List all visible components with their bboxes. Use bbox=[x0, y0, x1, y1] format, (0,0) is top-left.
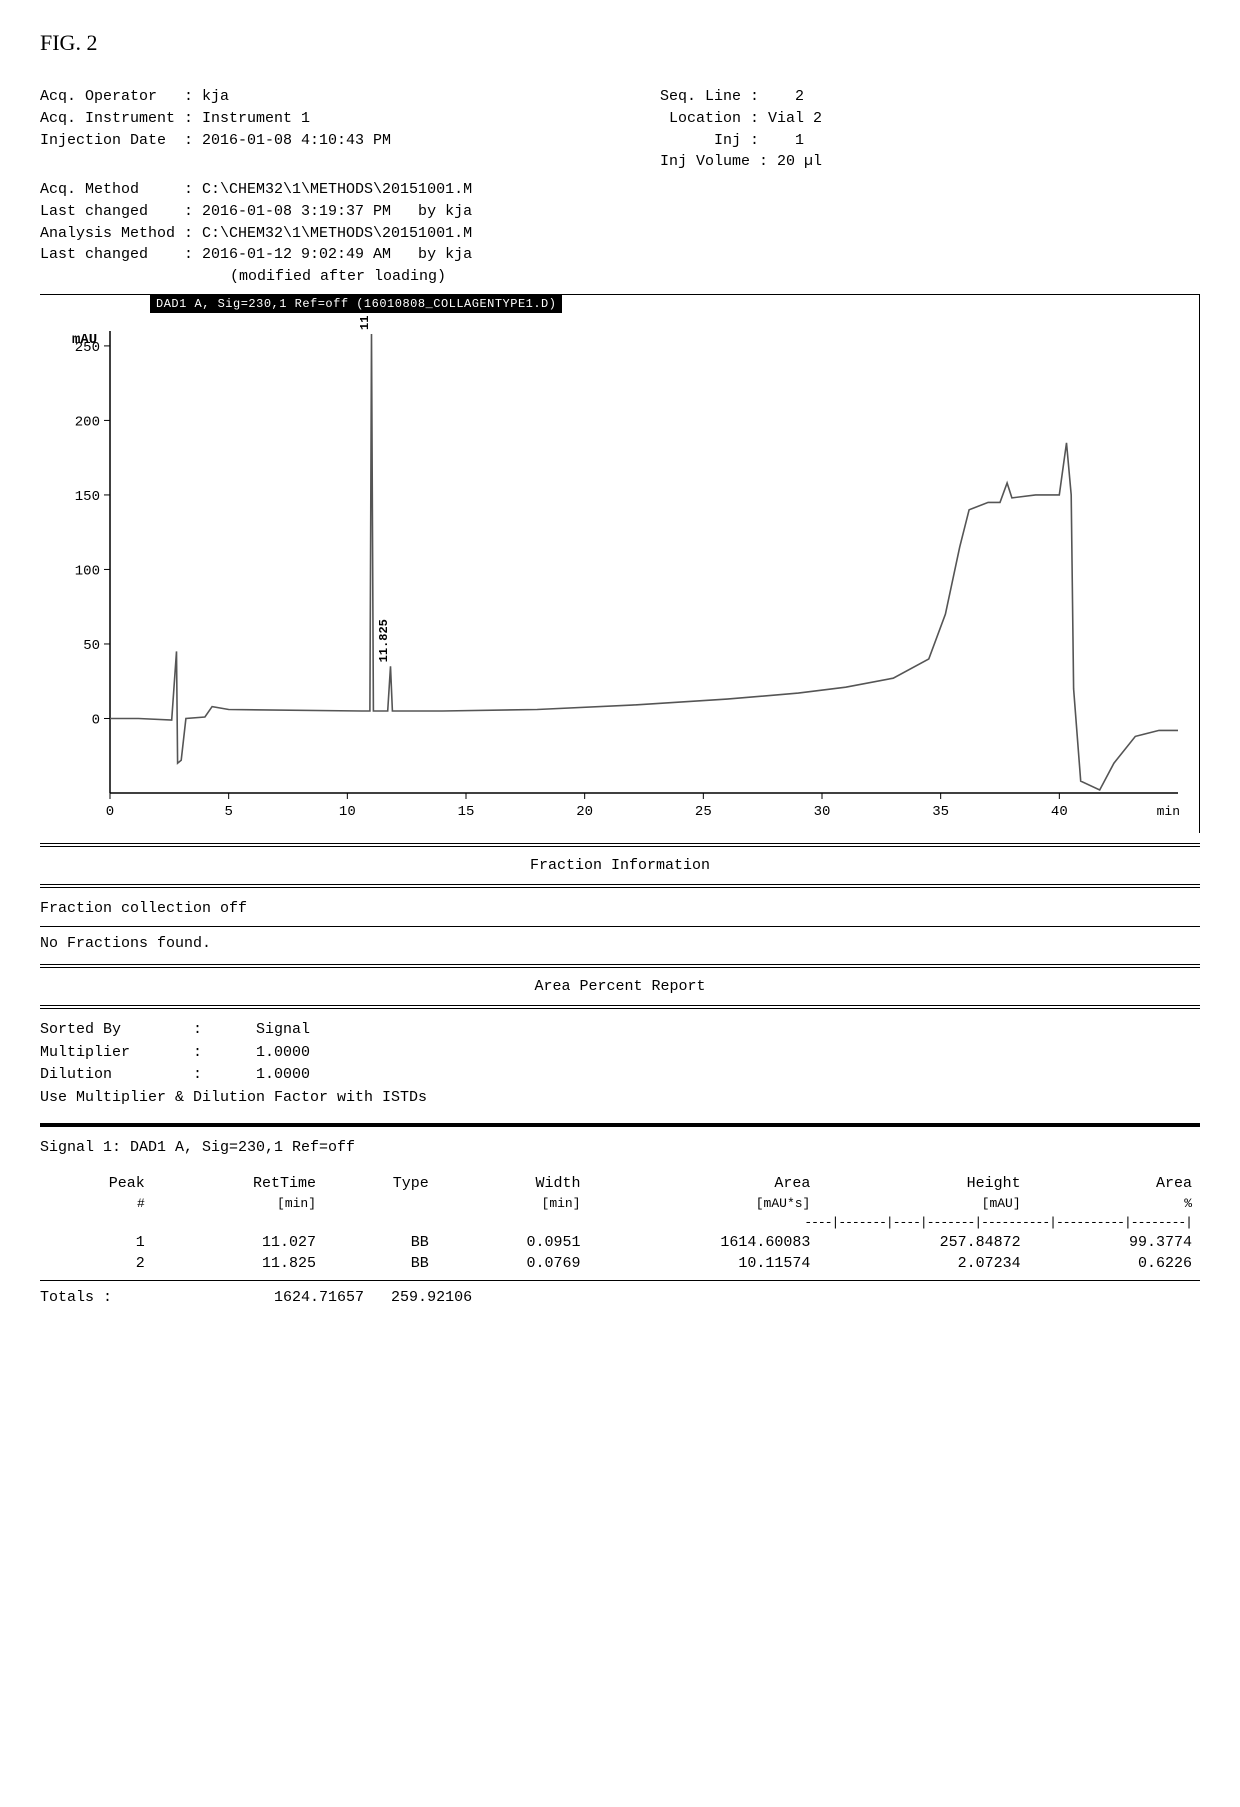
chromatogram-chart: 050100150200250mAU0510152025303540min11.… bbox=[40, 313, 1198, 833]
col-header: Type bbox=[324, 1173, 437, 1194]
separator bbox=[40, 1280, 1200, 1281]
acq-method: Acq. Method : C:\CHEM32\1\METHODS\201510… bbox=[40, 179, 1200, 201]
istd-note: Use Multiplier & Dilution Factor with IS… bbox=[40, 1087, 1200, 1110]
svg-text:100: 100 bbox=[75, 563, 100, 579]
svg-text:10: 10 bbox=[339, 804, 356, 820]
table-cell: BB bbox=[324, 1232, 437, 1253]
svg-text:50: 50 bbox=[83, 638, 100, 654]
col-header: Height bbox=[818, 1173, 1028, 1194]
separator bbox=[40, 926, 1200, 927]
col-header: Area bbox=[589, 1173, 819, 1194]
chart-signal-header: DAD1 A, Sig=230,1 Ref=off (16010808_COLL… bbox=[150, 295, 562, 313]
table-divider: ----|-------|----|-------|----------|---… bbox=[40, 1213, 1200, 1232]
acq-meta-block: Acq. Operator : kja Acq. Instrument : In… bbox=[40, 86, 1200, 173]
last-changed-analysis: Last changed : 2016-01-12 9:02:49 AM by … bbox=[40, 244, 1200, 266]
fraction-message: No Fractions found. bbox=[40, 933, 1200, 955]
col-header: Area bbox=[1029, 1173, 1200, 1194]
table-cell: 10.11574 bbox=[589, 1253, 819, 1274]
chromatogram-panel: DAD1 A, Sig=230,1 Ref=off (16010808_COLL… bbox=[40, 294, 1200, 833]
col-unit bbox=[324, 1194, 437, 1213]
svg-text:20: 20 bbox=[576, 804, 593, 820]
inj-number: Inj : 1 bbox=[600, 130, 1200, 152]
col-header: Peak bbox=[40, 1173, 153, 1194]
report-params: Sorted By : Signal Multiplier : 1.0000 D… bbox=[40, 1019, 1200, 1109]
col-header: Width bbox=[437, 1173, 589, 1194]
dilution: Dilution : 1.0000 bbox=[40, 1064, 1200, 1087]
svg-text:0: 0 bbox=[106, 804, 114, 820]
acq-instrument: Acq. Instrument : Instrument 1 bbox=[40, 108, 600, 130]
table-cell: BB bbox=[324, 1253, 437, 1274]
svg-text:150: 150 bbox=[75, 489, 100, 505]
table-cell: 99.3774 bbox=[1029, 1232, 1200, 1253]
separator bbox=[40, 964, 1200, 968]
svg-text:min: min bbox=[1157, 804, 1180, 819]
col-unit: % bbox=[1029, 1194, 1200, 1213]
svg-text:30: 30 bbox=[814, 804, 831, 820]
separator bbox=[40, 1123, 1200, 1127]
svg-text:40: 40 bbox=[1051, 804, 1068, 820]
totals-row: Totals : 1624.71657 259.92106 bbox=[40, 1289, 1200, 1306]
table-cell: 0.0769 bbox=[437, 1253, 589, 1274]
table-cell: 11.825 bbox=[153, 1253, 324, 1274]
modified-note: (modified after loading) bbox=[40, 266, 1200, 288]
seq-line: Seq. Line : 2 bbox=[600, 86, 1200, 108]
table-cell: 2 bbox=[40, 1253, 153, 1274]
svg-text:mAU: mAU bbox=[72, 332, 97, 348]
svg-text:25: 25 bbox=[695, 804, 712, 820]
method-meta-block: Acq. Method : C:\CHEM32\1\METHODS\201510… bbox=[40, 179, 1200, 288]
table-cell: 0.0951 bbox=[437, 1232, 589, 1253]
separator bbox=[40, 1005, 1200, 1009]
last-changed-acq: Last changed : 2016-01-08 3:19:37 PM by … bbox=[40, 201, 1200, 223]
col-unit: [mAU*s] bbox=[589, 1194, 819, 1213]
col-unit: [min] bbox=[437, 1194, 589, 1213]
separator bbox=[40, 843, 1200, 847]
col-header: RetTime bbox=[153, 1173, 324, 1194]
col-unit: [min] bbox=[153, 1194, 324, 1213]
acq-operator: Acq. Operator : kja bbox=[40, 86, 600, 108]
sorted-by: Sorted By : Signal bbox=[40, 1019, 1200, 1042]
inj-volume: Inj Volume : 20 µl bbox=[600, 151, 1200, 173]
fraction-status: Fraction collection off bbox=[40, 898, 1200, 920]
area-report-title: Area Percent Report bbox=[40, 978, 1200, 995]
injection-date: Injection Date : 2016-01-08 4:10:43 PM bbox=[40, 130, 600, 152]
peak-table: PeakRetTimeTypeWidthAreaHeightArea #[min… bbox=[40, 1173, 1200, 1274]
table-row: 111.027BB0.09511614.60083257.8487299.377… bbox=[40, 1232, 1200, 1253]
table-row: 211.825BB0.076910.115742.072340.6226 bbox=[40, 1253, 1200, 1274]
svg-text:0: 0 bbox=[92, 712, 100, 728]
svg-text:11.825: 11.825 bbox=[377, 619, 391, 662]
signal-line: Signal 1: DAD1 A, Sig=230,1 Ref=off bbox=[40, 1137, 1200, 1159]
svg-text:11.027: 11.027 bbox=[358, 313, 372, 330]
svg-text:200: 200 bbox=[75, 414, 100, 430]
col-unit: [mAU] bbox=[818, 1194, 1028, 1213]
fraction-info-title: Fraction Information bbox=[40, 857, 1200, 874]
table-cell: 257.84872 bbox=[818, 1232, 1028, 1253]
separator bbox=[40, 884, 1200, 888]
svg-text:15: 15 bbox=[458, 804, 475, 820]
location: Location : Vial 2 bbox=[600, 108, 1200, 130]
table-cell: 2.07234 bbox=[818, 1253, 1028, 1274]
col-unit: # bbox=[40, 1194, 153, 1213]
table-cell: 1614.60083 bbox=[589, 1232, 819, 1253]
figure-label: FIG. 2 bbox=[40, 30, 1200, 56]
analysis-method: Analysis Method : C:\CHEM32\1\METHODS\20… bbox=[40, 223, 1200, 245]
table-cell: 11.027 bbox=[153, 1232, 324, 1253]
svg-text:5: 5 bbox=[224, 804, 232, 820]
table-cell: 0.6226 bbox=[1029, 1253, 1200, 1274]
svg-text:35: 35 bbox=[932, 804, 949, 820]
table-cell: 1 bbox=[40, 1232, 153, 1253]
multiplier: Multiplier : 1.0000 bbox=[40, 1042, 1200, 1065]
